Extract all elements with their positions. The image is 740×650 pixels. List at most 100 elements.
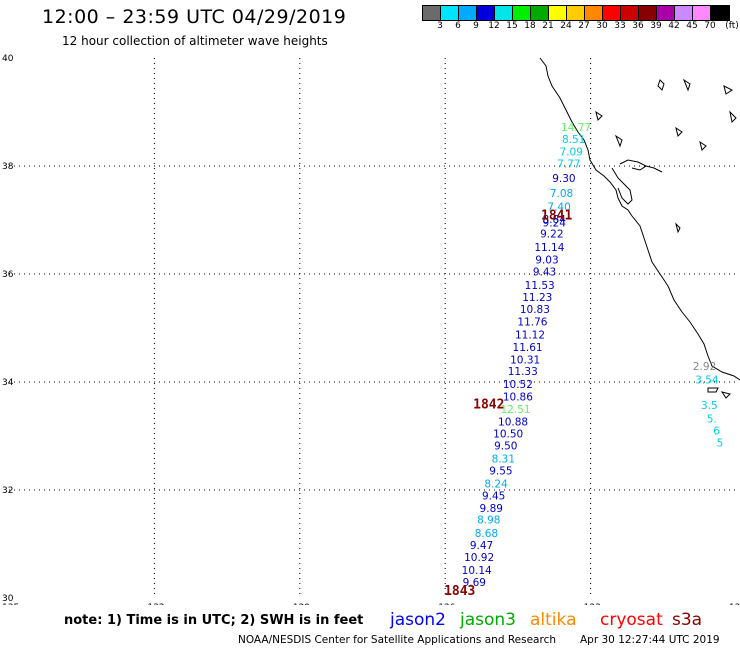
lon-tick-label: -126 — [435, 603, 456, 605]
legend-jason2: jason2 — [390, 610, 446, 630]
lat-tick-label: 36 — [2, 270, 14, 280]
swh-value: 11.33 — [508, 366, 538, 378]
legend-s3a: s3a — [672, 610, 703, 630]
swh-value: 9.45 — [482, 490, 505, 502]
colorbar-label: 36 — [632, 21, 644, 31]
swh-value: 14.77 — [561, 122, 591, 134]
colorbar-swatch — [639, 6, 657, 20]
lat-tick-label: 34 — [2, 378, 14, 388]
lat-tick-label: 40 — [2, 54, 14, 64]
map-subtitle: 12 hour collection of altimeter wave hei… — [62, 34, 328, 48]
colorbar-swatch — [567, 6, 585, 20]
colorbar-label: 18 — [524, 21, 536, 31]
swh-value: 9.69 — [463, 577, 486, 589]
swh-value: 12.51 — [500, 404, 530, 416]
colorbar-swatch — [477, 6, 495, 20]
lon-tick-label: -135 — [0, 603, 19, 605]
colorbar-swatch — [531, 6, 549, 20]
pass-time-labels: 1841 1842 1843 — [444, 209, 572, 599]
swh-value: 10.14 — [462, 565, 492, 577]
axis-tick-labels: -135 -132 -129 -126 -123 -120 30 32 34 36 38 40 — [0, 54, 740, 605]
footer-timestamp: Apr 30 12:27:44 UTC 2019 — [580, 634, 720, 646]
map-title: 12:00 – 23:59 UTC 04/29/2019 — [42, 6, 347, 28]
colorbar-label: 39 — [650, 21, 662, 31]
lake-tahoe — [657, 79, 665, 91]
colorbar-swatch — [693, 6, 711, 20]
swh-value: 11.61 — [513, 342, 543, 354]
colorbar-swatch — [657, 6, 675, 20]
california-coastline — [539, 57, 740, 381]
colorbar-swatch — [621, 6, 639, 20]
inland-pond — [675, 222, 681, 234]
colorbar-label: 33 — [614, 21, 626, 31]
swh-value: 8.24 — [484, 479, 508, 491]
altimeter-map: -135 -132 -129 -126 -123 -120 30 32 34 36 38 40 14.… — [0, 54, 740, 605]
inland-lake-6 — [729, 110, 737, 124]
swh-value: 9.43 — [533, 266, 556, 278]
colorbar-swatch — [549, 6, 567, 20]
colorbar-swatch — [459, 6, 477, 20]
inland-lake-4 — [699, 140, 707, 151]
coastline — [539, 57, 740, 399]
delta — [645, 165, 663, 173]
colorbar-swatch — [513, 6, 531, 20]
swh-value: 7.40 — [547, 202, 570, 214]
inland-lake-5 — [723, 85, 733, 95]
colorbar-label: 45 — [686, 21, 698, 31]
swh-value: 9.24 — [543, 218, 567, 230]
legend-jason3: jason3 — [460, 610, 516, 630]
swh-value: 11.12 — [515, 329, 545, 341]
lon-tick-label: -120 — [726, 603, 740, 605]
swh-value: 8.31 — [492, 454, 515, 466]
swh-value: 8.68 — [475, 528, 498, 540]
lon-tick-label: -132 — [144, 603, 164, 605]
swh-value: 6 — [713, 426, 720, 438]
note-text: note: 1) Time is in UTC; 2) SWH is in fe… — [64, 613, 364, 628]
lat-lon-grid — [9, 58, 736, 598]
colorbar-swatch — [585, 6, 603, 20]
swh-value: 9.22 — [540, 229, 563, 241]
pass-time: 1841 — [541, 209, 572, 224]
swh-value: 8.98 — [477, 515, 500, 527]
channel-island-2 — [720, 391, 731, 399]
colorbar-label: 15 — [506, 21, 518, 31]
swh-value: 5 — [717, 437, 724, 449]
lon-tick-label: -129 — [290, 603, 311, 605]
colorbar-label: 12 — [488, 21, 500, 31]
bay-inlet — [619, 159, 647, 171]
swh-value: 10.50 — [493, 428, 523, 440]
swh-value: 10.31 — [510, 354, 540, 366]
swh-value: 9.47 — [470, 540, 493, 552]
swh-value: 11.53 — [525, 280, 555, 292]
colorbar-unit: (ft) — [725, 21, 739, 31]
swh-value: 5. — [707, 414, 717, 426]
wave-height-colorbar — [422, 5, 730, 21]
channel-island-1 — [707, 387, 719, 393]
pass-time: 1842 — [473, 398, 504, 413]
colorbar-swatch — [711, 6, 729, 20]
colorbar-swatch — [495, 6, 513, 20]
colorbar-label: 42 — [668, 21, 680, 31]
colorbar-swatch — [423, 6, 441, 20]
lat-tick-label: 30 — [2, 594, 14, 604]
reservoir — [595, 110, 603, 121]
swh-value: 9.55 — [489, 466, 512, 478]
swh-value: 10.83 — [520, 304, 550, 316]
lon-tick-label: -123 — [580, 603, 600, 605]
colorbar-label: 27 — [578, 21, 590, 31]
inland-lake-3 — [675, 126, 683, 137]
swh-value: 11.14 — [534, 242, 564, 254]
swh-value: 10.88 — [498, 416, 528, 428]
swh-value: 3.54 — [695, 374, 719, 386]
pass-time: 1843 — [444, 584, 475, 599]
colorbar-label: 70 — [704, 21, 716, 31]
colorbar-label: 9 — [473, 21, 479, 31]
colorbar-label: 6 — [455, 21, 461, 31]
colorbar-labels: 3 6 9 12 15 18 21 24 27 30 33 36 39 42 45 70 (ft) — [422, 21, 740, 33]
swh-value: 9.89 — [480, 503, 503, 515]
swh-value: 11.23 — [522, 292, 552, 304]
swh-value: 10.52 — [503, 379, 533, 391]
sf-bay — [611, 167, 633, 205]
swh-value: 3.5 — [701, 400, 718, 412]
colorbar-label: 21 — [542, 21, 554, 31]
